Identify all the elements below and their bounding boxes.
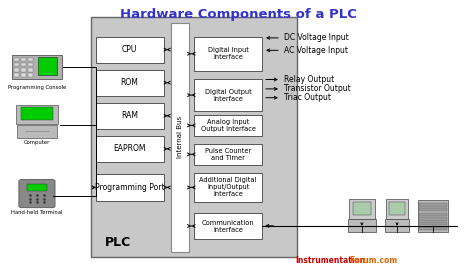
Text: Analog Input
Output Interface: Analog Input Output Interface: [201, 119, 255, 132]
FancyBboxPatch shape: [171, 23, 189, 252]
FancyBboxPatch shape: [194, 173, 262, 202]
Text: DC Voltage Input: DC Voltage Input: [284, 34, 348, 42]
FancyBboxPatch shape: [386, 199, 408, 219]
FancyBboxPatch shape: [28, 68, 33, 71]
Text: Hand-held Terminal: Hand-held Terminal: [11, 210, 63, 215]
Text: RAM: RAM: [121, 111, 138, 120]
FancyBboxPatch shape: [19, 179, 55, 208]
Text: Relay Output: Relay Output: [284, 75, 334, 84]
FancyBboxPatch shape: [27, 184, 47, 191]
Text: Transistor Output: Transistor Output: [284, 84, 350, 93]
FancyBboxPatch shape: [419, 208, 447, 211]
Text: CPU: CPU: [122, 45, 137, 54]
FancyBboxPatch shape: [96, 37, 164, 63]
FancyBboxPatch shape: [194, 213, 262, 239]
FancyBboxPatch shape: [17, 125, 57, 138]
Text: Forum.com: Forum.com: [349, 256, 397, 265]
Text: Computer: Computer: [24, 140, 50, 145]
Text: ROM: ROM: [121, 78, 138, 87]
Text: Pulse Counter
and Timer: Pulse Counter and Timer: [205, 148, 251, 161]
Text: Triac Output: Triac Output: [284, 93, 331, 102]
FancyBboxPatch shape: [348, 219, 375, 232]
FancyBboxPatch shape: [194, 144, 262, 165]
FancyBboxPatch shape: [389, 202, 405, 215]
FancyBboxPatch shape: [21, 58, 26, 61]
FancyBboxPatch shape: [419, 213, 447, 216]
FancyBboxPatch shape: [14, 68, 19, 71]
FancyBboxPatch shape: [91, 17, 297, 257]
Text: Hardware Components of a PLC: Hardware Components of a PLC: [120, 7, 357, 20]
FancyBboxPatch shape: [96, 136, 164, 162]
FancyBboxPatch shape: [28, 63, 33, 66]
Text: Programming Port: Programming Port: [95, 183, 164, 192]
FancyBboxPatch shape: [21, 68, 26, 71]
FancyBboxPatch shape: [96, 103, 164, 129]
FancyBboxPatch shape: [419, 217, 447, 221]
FancyBboxPatch shape: [418, 199, 448, 232]
FancyBboxPatch shape: [96, 174, 164, 201]
FancyBboxPatch shape: [21, 73, 26, 77]
FancyBboxPatch shape: [21, 107, 53, 120]
FancyBboxPatch shape: [14, 73, 19, 77]
FancyBboxPatch shape: [38, 57, 57, 75]
Text: Additional Digital
Input/Output
Interface: Additional Digital Input/Output Interfac…: [200, 178, 257, 198]
FancyBboxPatch shape: [194, 79, 262, 111]
FancyBboxPatch shape: [14, 63, 19, 66]
Text: AC Voltage Input: AC Voltage Input: [284, 46, 348, 55]
Text: Digital Input
Interface: Digital Input Interface: [208, 47, 248, 60]
FancyBboxPatch shape: [96, 70, 164, 96]
FancyBboxPatch shape: [349, 199, 375, 219]
Text: Programming Console: Programming Console: [8, 85, 66, 90]
FancyBboxPatch shape: [419, 222, 447, 225]
FancyBboxPatch shape: [194, 115, 262, 136]
Text: Instrumentation: Instrumentation: [295, 256, 365, 265]
Text: Internal Bus: Internal Bus: [177, 116, 182, 158]
FancyBboxPatch shape: [16, 105, 58, 124]
FancyBboxPatch shape: [419, 204, 447, 207]
FancyBboxPatch shape: [194, 37, 262, 71]
FancyBboxPatch shape: [419, 227, 447, 230]
FancyBboxPatch shape: [28, 58, 33, 61]
FancyBboxPatch shape: [12, 55, 62, 79]
FancyBboxPatch shape: [353, 202, 371, 215]
FancyBboxPatch shape: [21, 63, 26, 66]
FancyBboxPatch shape: [14, 58, 19, 61]
FancyBboxPatch shape: [28, 73, 33, 77]
Text: EAPROM: EAPROM: [113, 144, 146, 153]
Text: Digital Output
Interface: Digital Output Interface: [205, 89, 252, 102]
FancyBboxPatch shape: [385, 219, 409, 232]
Text: PLC: PLC: [105, 236, 131, 249]
Text: Communication
Interface: Communication Interface: [202, 219, 255, 232]
